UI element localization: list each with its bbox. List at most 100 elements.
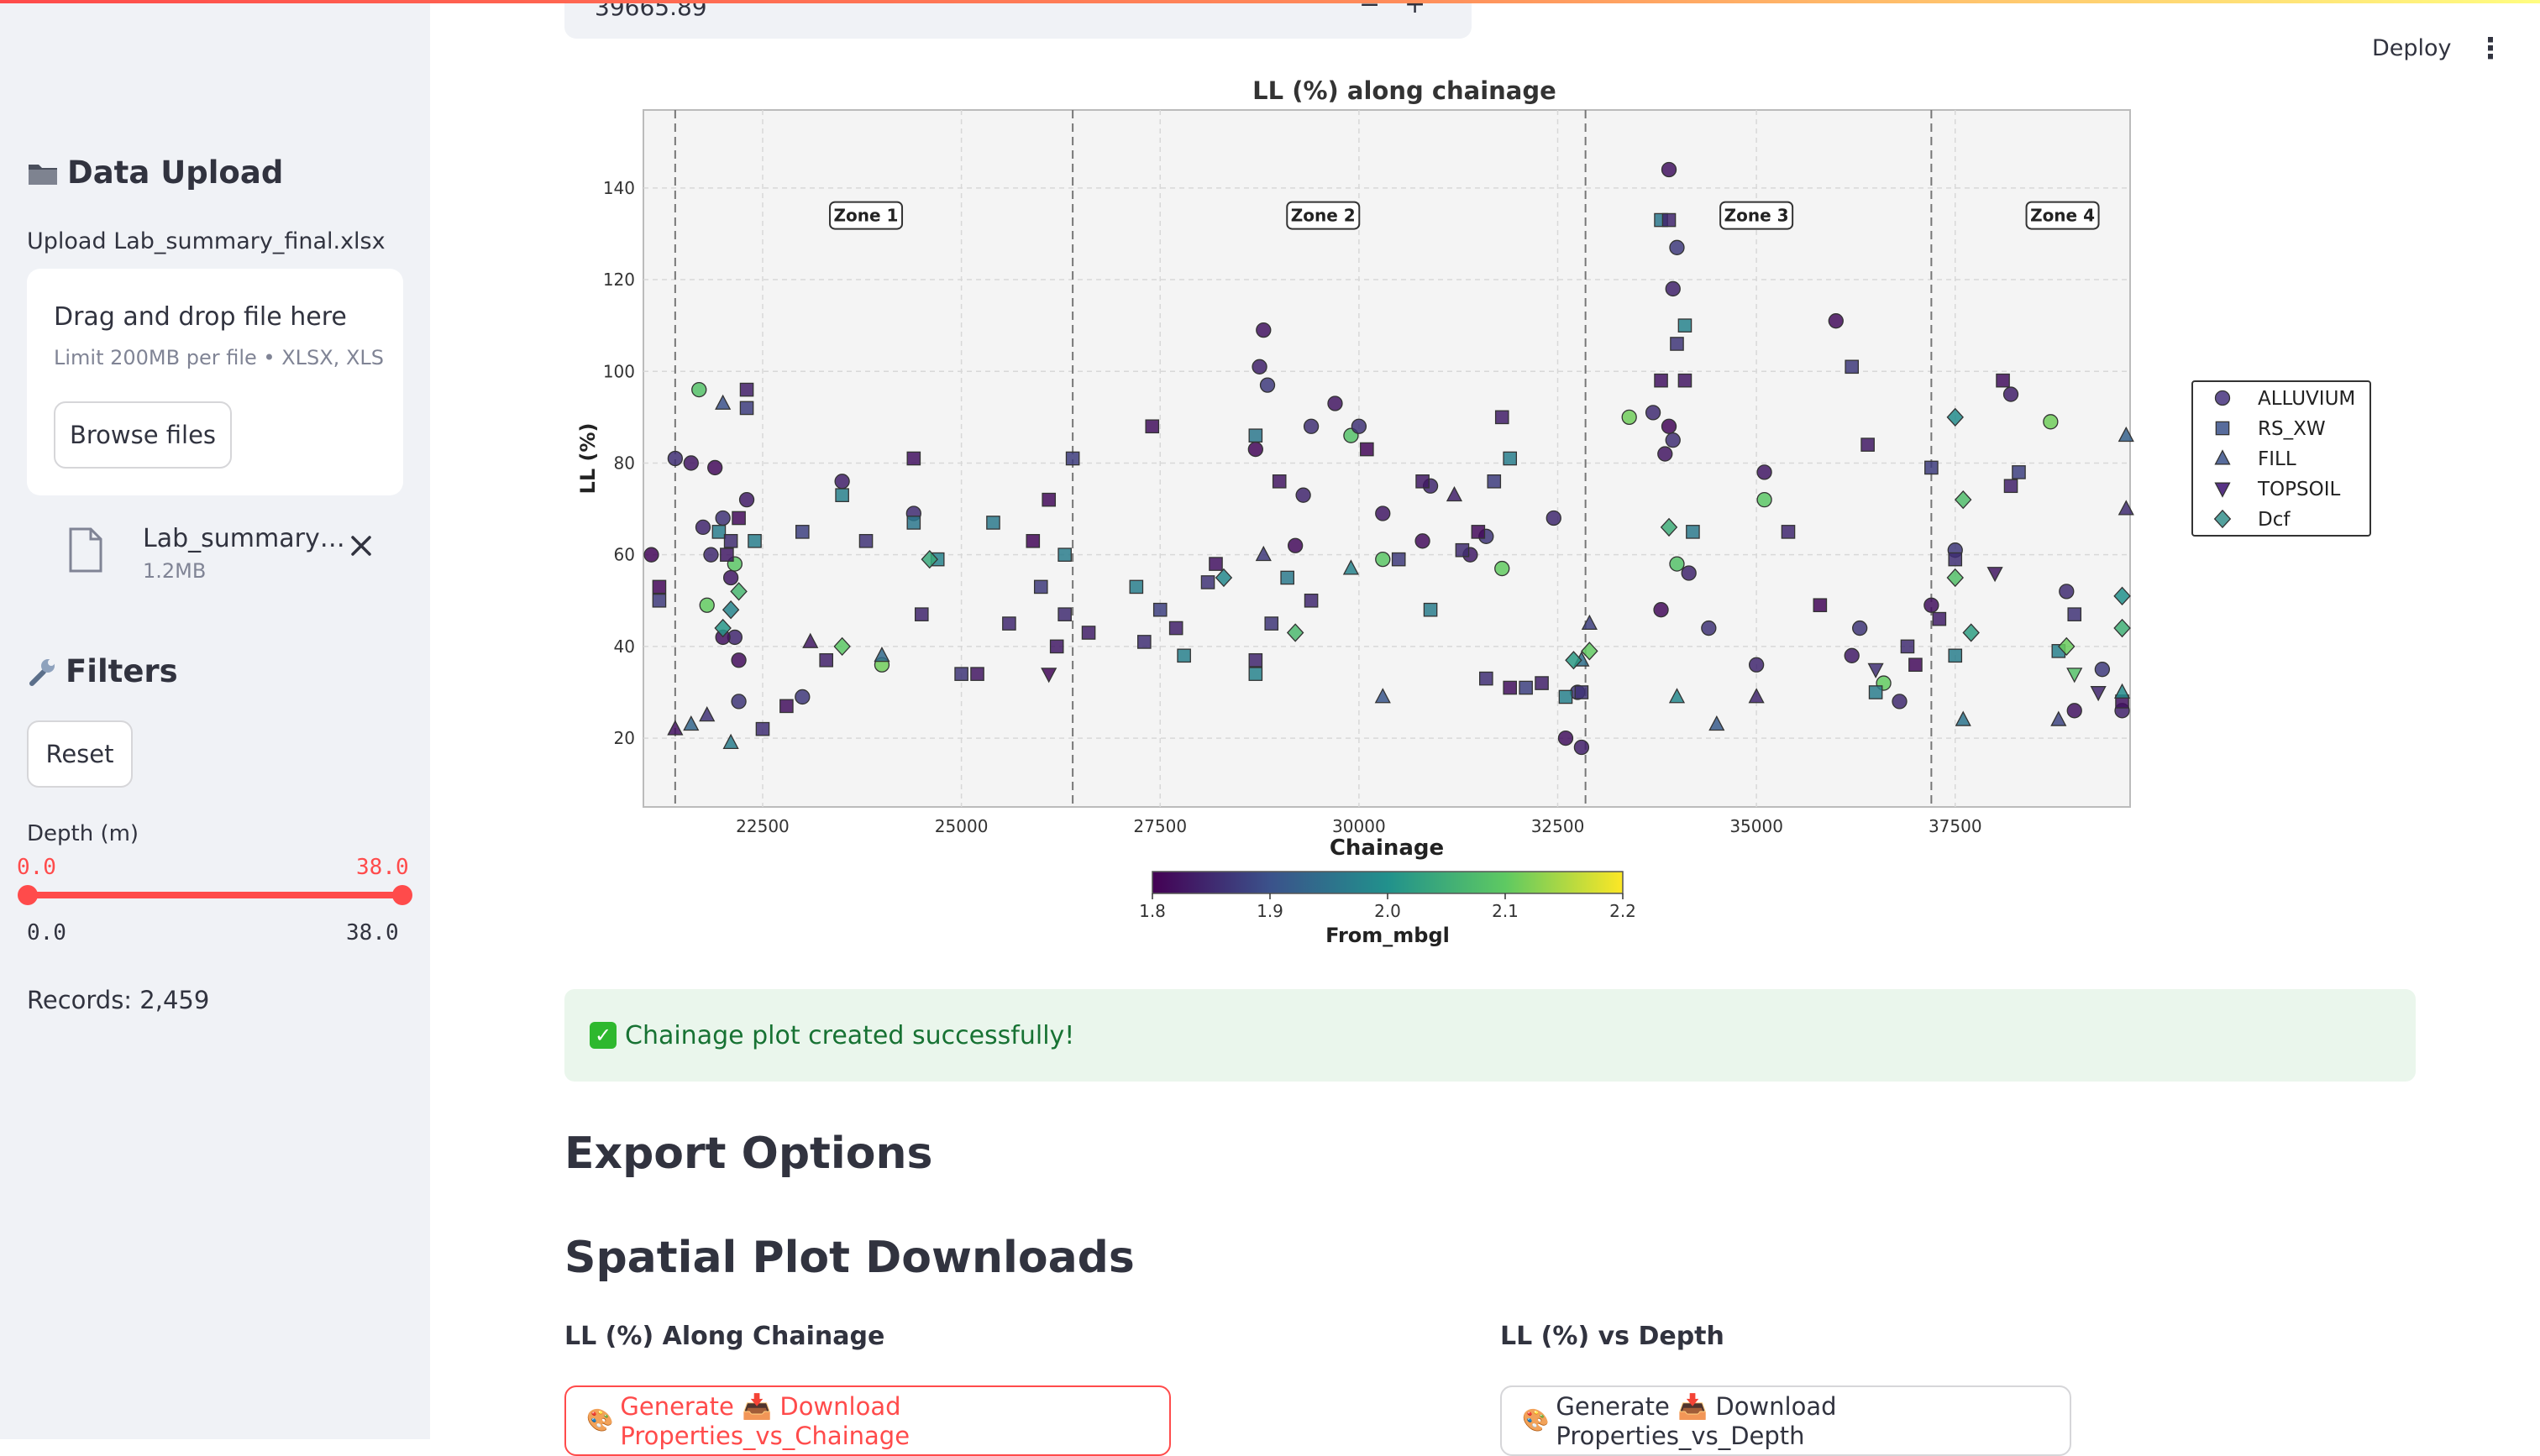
data-point-topsoil — [2090, 686, 2107, 702]
chainage-number-input[interactable]: 39665.89 − + — [564, 0, 1472, 39]
colorbar-label: From_mbgl — [1325, 924, 1450, 947]
zone-label-box — [1286, 201, 1361, 230]
x-tick-label: 30000 — [1332, 816, 1386, 836]
browse-files-button[interactable]: Browse files — [54, 401, 232, 469]
data-point-rs_xw — [1272, 474, 1287, 489]
upload-heading: Data Upload — [27, 155, 283, 191]
data-point-dcf — [1946, 407, 1964, 427]
deploy-button[interactable]: Deploy — [2372, 35, 2452, 61]
depth-slider-low-handle[interactable] — [18, 885, 38, 905]
colorbar-tick-label: 2.1 — [1492, 901, 1519, 921]
decrement-button[interactable]: − — [1359, 0, 1381, 19]
y-tick-label: 40 — [614, 636, 635, 657]
data-point-rs_xw — [819, 652, 834, 668]
data-point-rs_xw — [1248, 652, 1263, 668]
data-point-rs_xw — [835, 488, 849, 502]
data-point-rs_xw — [1868, 685, 1883, 699]
download-chainage-label: Generate 📥 Download Properties_vs_Chaina… — [620, 1391, 911, 1450]
increment-button[interactable]: + — [1404, 0, 1426, 19]
remove-file-button[interactable] — [346, 531, 376, 561]
chainage-scatter-chart: LL (%) along chainage 22500 25000 27500 300… — [576, 76, 2371, 947]
data-point-rs_xw — [1168, 621, 1183, 636]
reset-button[interactable]: Reset — [27, 720, 133, 788]
data-point-dcf — [714, 618, 732, 638]
chart-title: LL (%) along chainage — [1252, 76, 1556, 105]
data-point-alluvium — [731, 652, 747, 668]
data-point-rs_xw — [914, 607, 929, 621]
data-point-rs_xw — [1280, 570, 1294, 585]
data-point-alluvium — [1546, 510, 1561, 526]
y-tick-label: 100 — [603, 361, 635, 381]
data-point-alluvium — [1375, 551, 1391, 568]
download-depth-button[interactable]: 🎨 Generate 📥 Download Properties_vs_Dept… — [1500, 1385, 2071, 1456]
legend-marker — [2214, 449, 2231, 465]
data-point-fill — [1581, 614, 1598, 631]
depth-max-label: 38.0 — [346, 920, 399, 945]
filters-heading: Filters — [27, 653, 178, 689]
data-point-fill — [2113, 683, 2131, 699]
data-point-alluvium — [1259, 377, 1276, 393]
data-point-rs_xw — [1860, 437, 1875, 452]
data-point-rs_xw — [1932, 611, 1947, 626]
data-point-rs_xw — [1948, 648, 1963, 663]
data-point-alluvium — [1665, 280, 1681, 297]
depth-slider-high-handle[interactable] — [392, 885, 412, 905]
depth-slider-track[interactable] — [27, 892, 403, 898]
data-point-fill — [874, 647, 890, 663]
sidebar: Data Upload Upload Lab_summary_final.xls… — [0, 0, 430, 1439]
data-point-rs_xw — [954, 667, 968, 681]
data-point-alluvium — [715, 510, 731, 526]
data-point-alluvium — [683, 455, 699, 471]
zone-label: Zone 2 — [1291, 206, 1356, 226]
legend-label: TOPSOIL — [2257, 479, 2341, 500]
legend-box — [2191, 380, 2371, 537]
filters-title: Filters — [66, 653, 178, 689]
data-point-rs_xw — [1519, 680, 1533, 695]
data-point-alluvium — [1351, 418, 1367, 434]
main-menu-button[interactable]: ⋮ — [2476, 32, 2505, 65]
data-point-rs_xw — [1248, 667, 1263, 681]
data-point-rs_xw — [1137, 635, 1152, 649]
data-point-dcf — [1660, 517, 1678, 537]
x-tick-label: 22500 — [736, 816, 790, 836]
data-point-fill — [1748, 688, 1765, 704]
y-axis-label: LL (%) — [576, 423, 600, 495]
data-point-rs_xw — [652, 579, 667, 594]
data-point-dcf — [2113, 618, 2131, 638]
data-point-rs_xw — [1503, 451, 1518, 466]
download-chainage-button[interactable]: 🎨 Generate 📥 Download Properties_vs_Chai… — [564, 1385, 1171, 1456]
data-point-rs_xw — [906, 451, 921, 466]
data-point-rs_xw — [1026, 533, 1041, 548]
y-tick-label: 20 — [614, 728, 635, 748]
data-point-rs_xw — [1900, 639, 1915, 654]
x-tick-label: 35000 — [1729, 816, 1783, 836]
chart-legend: ALLUVIUM RS_XW FILL TOPSOIL Dcf — [2191, 380, 2371, 537]
data-point-rs_xw — [1661, 212, 1677, 228]
data-point-rs_xw — [1948, 552, 1963, 567]
data-point-alluvium — [1661, 161, 1677, 178]
y-tick-label: 80 — [614, 453, 635, 473]
data-point-rs_xw — [720, 547, 734, 562]
data-point-alluvium — [738, 491, 755, 508]
upload-title: Data Upload — [67, 155, 284, 191]
data-point-alluvium — [707, 459, 723, 476]
data-point-fill — [1708, 715, 1725, 731]
data-point-fill — [2118, 500, 2134, 516]
data-point-rs_xw — [732, 511, 746, 526]
data-point-dcf — [1954, 490, 1972, 510]
spatial-downloads-heading: Spatial Plot Downloads — [564, 1233, 1135, 1283]
file-dropzone[interactable]: Drag and drop file here Limit 200MB per … — [27, 269, 403, 495]
data-point-rs_xw — [723, 533, 738, 548]
data-point-alluvium — [1756, 491, 1772, 508]
data-point-rs_xw — [1264, 616, 1279, 631]
file-name: Lab_summary… — [143, 524, 345, 553]
zone-label: Zone 1 — [834, 206, 899, 226]
data-point-rs_xw — [1057, 547, 1072, 562]
x-tick-label: 37500 — [1929, 816, 1982, 836]
data-point-fill — [683, 715, 700, 731]
data-point-rs_xw — [1033, 579, 1048, 594]
data-point-rs_xw — [652, 593, 667, 608]
palette-icon: 🎨 — [1522, 1408, 1550, 1433]
legend-label: RS_XW — [2258, 418, 2326, 440]
data-point-rs_xw — [2067, 607, 2082, 621]
